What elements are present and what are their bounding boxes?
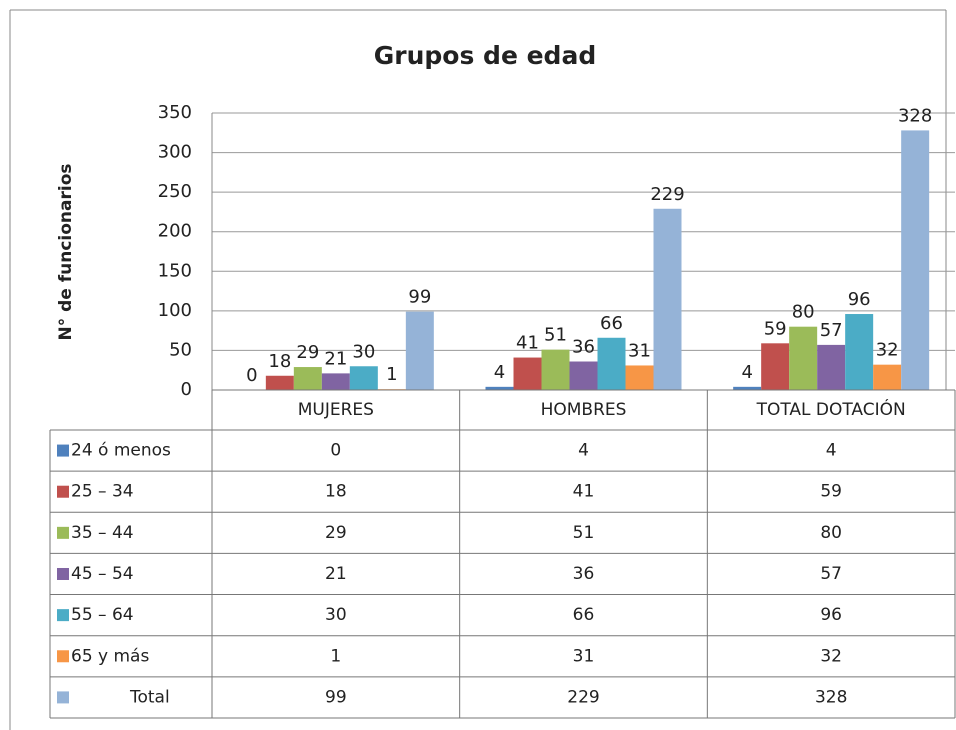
y-tick-label: 50 [169, 339, 192, 360]
table-cell: 4 [578, 441, 589, 461]
bar [405, 311, 434, 390]
data-label: 99 [408, 287, 431, 308]
data-label: 21 [324, 348, 347, 369]
y-tick-label: 100 [158, 300, 192, 321]
data-label: 41 [516, 333, 539, 354]
bar [789, 326, 818, 390]
table-cell: 31 [573, 646, 595, 666]
bar [625, 365, 654, 390]
bar [817, 344, 846, 390]
legend-key [57, 444, 69, 457]
bar [513, 357, 542, 390]
data-label: 18 [268, 351, 291, 372]
data-label: 4 [494, 362, 505, 383]
table-cell: 18 [325, 482, 347, 502]
data-label: 1 [386, 364, 397, 385]
y-tick-label: 250 [158, 181, 192, 202]
data-label: 328 [898, 105, 932, 126]
legend-label: 65 y más [71, 646, 149, 666]
legend-key [57, 485, 69, 498]
bar [653, 208, 682, 390]
table-cell: 57 [820, 564, 842, 584]
bar [541, 349, 570, 390]
table-cell: 1 [330, 646, 341, 666]
legend-label: 25 – 34 [71, 482, 134, 502]
data-label: 36 [572, 337, 595, 358]
table-cell: 21 [325, 564, 347, 584]
legend-key [57, 609, 69, 622]
bar [733, 386, 762, 390]
table-cell: 229 [567, 687, 599, 707]
data-label: 32 [876, 340, 899, 361]
table-cell: 59 [820, 482, 842, 502]
legend-label: 35 – 44 [71, 523, 134, 543]
bar [349, 366, 378, 390]
table-cell: 36 [573, 564, 595, 584]
x-tick-label: MUJERES [298, 400, 374, 420]
data-label: 29 [296, 342, 319, 363]
legend-label: 24 ó menos [71, 441, 171, 461]
table-cell: 51 [573, 523, 595, 543]
bar [845, 314, 874, 390]
data-label: 30 [352, 341, 375, 362]
bar [597, 337, 626, 390]
table-cell: 66 [573, 605, 595, 625]
bar [321, 373, 350, 390]
data-label: 66 [600, 313, 623, 334]
data-label: 80 [792, 302, 815, 323]
table-cell: 99 [325, 687, 347, 707]
bar [569, 361, 598, 390]
data-label: 4 [741, 362, 752, 383]
bar [761, 343, 790, 390]
table-cell: 32 [820, 646, 842, 666]
y-tick-label: 350 [158, 102, 192, 123]
legend-key [57, 691, 69, 704]
data-label: 59 [764, 318, 787, 339]
legend-label: Total [129, 687, 170, 707]
bar [901, 130, 930, 390]
data-label: 31 [628, 340, 651, 361]
table-cell: 41 [573, 482, 595, 502]
bar [293, 367, 322, 390]
bar [873, 364, 902, 390]
legend-label: 45 – 54 [71, 564, 134, 584]
table-cell: 30 [325, 605, 347, 625]
bar [265, 375, 294, 390]
table-cell: 328 [815, 687, 847, 707]
legend-key [57, 567, 69, 580]
y-tick-label: 0 [181, 379, 192, 400]
x-tick-label: HOMBRES [541, 400, 627, 420]
data-label: 0 [246, 365, 257, 386]
bar [485, 386, 514, 390]
y-tick-label: 300 [158, 142, 192, 163]
chart-title: Grupos de edad [374, 41, 596, 70]
x-tick-label: TOTAL DOTACIÓN [756, 398, 906, 420]
table-cell: 80 [820, 523, 842, 543]
table-cell: 96 [820, 605, 842, 625]
legend-key [57, 650, 69, 663]
data-label: 96 [848, 289, 871, 310]
data-label: 51 [544, 325, 567, 346]
table-cell: 0 [330, 441, 341, 461]
table-cell: 4 [826, 441, 837, 461]
data-label: 57 [820, 320, 843, 341]
legend-key [57, 526, 69, 539]
y-tick-label: 200 [158, 221, 192, 242]
data-label: 229 [650, 184, 684, 205]
legend-label: 55 – 64 [71, 605, 134, 625]
table-cell: 29 [325, 523, 347, 543]
y-axis-label: N° de funcionarios [56, 163, 76, 340]
y-tick-label: 150 [158, 260, 192, 281]
